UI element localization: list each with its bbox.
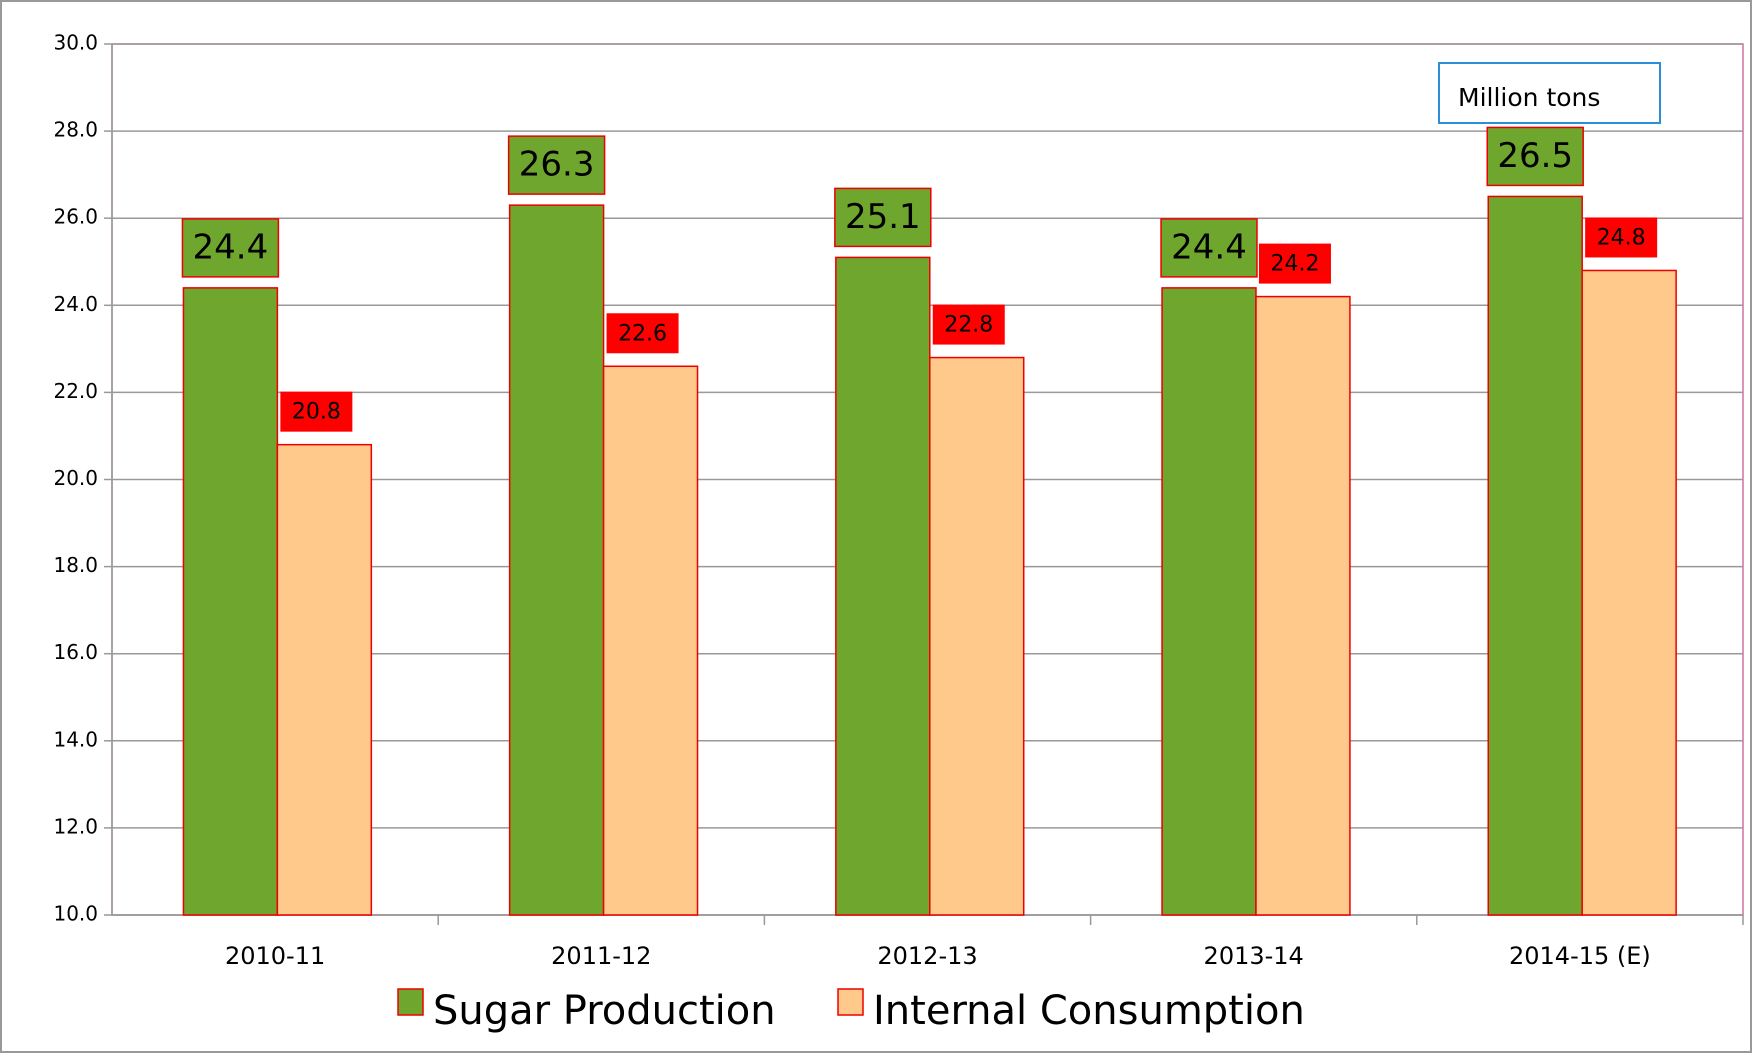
y-tick-label: 26.0	[53, 205, 98, 229]
value-label: 22.6	[618, 321, 667, 346]
legend-swatch	[397, 988, 424, 1016]
y-tick-label: 12.0	[53, 814, 98, 838]
y-tick-label: 14.0	[53, 727, 98, 751]
value-label-box	[834, 187, 932, 248]
value-label: 24.4	[1171, 227, 1247, 267]
bar	[1161, 287, 1257, 916]
y-tick-label: 24.0	[53, 292, 98, 316]
y-tick-label: 10.0	[53, 902, 98, 926]
value-label: 24.8	[1597, 225, 1646, 250]
value-label-box	[932, 304, 1005, 345]
y-tick-label: 20.0	[53, 466, 98, 490]
x-tick-label: 2012-13	[877, 942, 977, 970]
bar	[929, 356, 1025, 916]
value-label: 26.3	[519, 145, 595, 185]
legend-label: Sugar Production	[433, 988, 776, 1034]
value-label: 24.4	[193, 227, 269, 267]
bar	[602, 365, 699, 916]
y-tick-label: 30.0	[53, 31, 98, 55]
x-tick-label: 2014-15 (E)	[1509, 942, 1651, 970]
value-label-box	[507, 135, 606, 195]
value-label: 24.2	[1270, 252, 1319, 277]
y-tick-label: 22.0	[53, 379, 98, 403]
value-label: 22.8	[944, 313, 993, 338]
value-label: 25.1	[845, 197, 921, 237]
x-tick-label: 2013-14	[1204, 942, 1304, 970]
bar	[835, 256, 931, 916]
value-label-box	[1258, 243, 1331, 284]
bar	[1255, 295, 1351, 916]
y-tick-label: 28.0	[53, 118, 98, 142]
value-label-box	[1160, 218, 1258, 278]
bar	[182, 287, 279, 916]
y-tick-label: 18.0	[53, 553, 98, 577]
bar	[508, 204, 605, 916]
bar	[1487, 195, 1583, 916]
value-label-box	[606, 313, 679, 354]
value-label-box	[1486, 126, 1584, 187]
annotation-box	[1438, 62, 1661, 124]
value-label-box	[1585, 217, 1658, 258]
annotation: Million tons	[1458, 83, 1600, 112]
value-label-box	[280, 391, 353, 432]
bar	[1581, 269, 1677, 916]
x-tick-label: 2010-11	[225, 942, 325, 970]
y-tick-label: 16.0	[53, 640, 98, 664]
value-label: 20.8	[292, 400, 341, 425]
legend-label: Internal Consumption	[873, 988, 1305, 1034]
x-tick-label: 2011-12	[551, 942, 651, 970]
value-label-box	[181, 218, 280, 278]
legend-swatch	[837, 988, 864, 1016]
bar	[276, 443, 373, 916]
value-label: 26.5	[1497, 136, 1573, 176]
